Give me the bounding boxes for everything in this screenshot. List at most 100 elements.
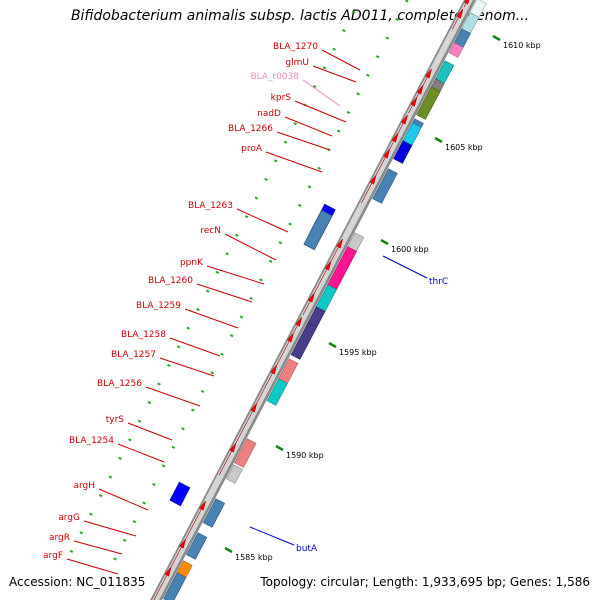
scale-label: 1600 kbp <box>391 245 429 254</box>
label-leader-line <box>265 151 323 173</box>
minor-tick <box>113 557 117 561</box>
minor-tick <box>98 494 103 498</box>
gene-labels[interactable]: BLA_1270 glmU BLA_t0038 kprS nadD BLA_1266pro… <box>43 42 448 561</box>
label-leader-line <box>83 520 137 537</box>
gene-label[interactable]: argR <box>49 533 70 543</box>
cog-box[interactable] <box>202 498 226 528</box>
gene-label[interactable]: BLA_1266 <box>228 124 273 134</box>
minor-tick <box>171 445 176 449</box>
gene-label[interactable]: BLA_1257 <box>111 350 156 360</box>
label-leader-line <box>276 131 331 151</box>
gene-label[interactable]: thrC <box>429 277 448 287</box>
scale-ticks: 1585 kbp 1590 kbp 1595 kbp 1600 kbp 1605 kbp… <box>69 0 541 562</box>
cog-box[interactable] <box>234 438 257 468</box>
reverse-cds[interactable] <box>303 209 333 251</box>
label-leader-line <box>236 208 289 233</box>
minor-tick <box>229 334 234 338</box>
major-tick <box>275 444 284 452</box>
minor-tick <box>268 259 273 263</box>
forward-cds-arrow[interactable] <box>408 96 418 114</box>
label-leader-line <box>294 100 347 123</box>
minor-tick <box>288 222 292 226</box>
forward-cds-arrow[interactable] <box>361 174 377 204</box>
cog-box[interactable] <box>266 378 288 406</box>
label-leader-line <box>249 526 295 546</box>
minor-tick <box>147 401 152 405</box>
gene-label[interactable]: BLA_1256 <box>97 379 142 389</box>
scale-label: 1595 kbp <box>339 348 377 357</box>
gene-label[interactable]: BLA_1270 <box>273 42 318 52</box>
minor-tick <box>152 482 156 487</box>
minor-tick <box>405 0 409 3</box>
gene-label[interactable]: BLA_1259 <box>136 301 181 311</box>
gene-label[interactable]: BLA_t0038 <box>251 72 300 82</box>
minor-tick <box>254 196 259 200</box>
gene-label[interactable]: argF <box>43 551 63 561</box>
label-leader-line <box>159 357 215 377</box>
gene-label[interactable]: glmU <box>285 58 309 68</box>
minor-tick <box>196 308 200 312</box>
minor-tick <box>205 289 210 293</box>
minor-tick <box>259 278 263 282</box>
minor-tick <box>332 47 336 51</box>
minor-tick <box>264 177 268 181</box>
minor-tick <box>128 438 132 442</box>
forward-cds-arrow[interactable] <box>218 442 237 476</box>
minor-tick <box>89 512 93 516</box>
gene-label[interactable]: tyrS <box>106 415 125 425</box>
forward-cds-arrow[interactable] <box>452 8 464 30</box>
gene-label[interactable]: nadD <box>257 109 281 119</box>
genome-summary-text: Topology: circular; Length: 1,933,695 bp… <box>260 575 590 589</box>
minor-tick <box>137 419 142 423</box>
gene-label[interactable]: argG <box>58 513 80 523</box>
minor-tick <box>161 464 166 468</box>
label-leader-line <box>196 283 253 303</box>
minor-tick <box>210 371 215 375</box>
cog-box[interactable] <box>393 140 413 164</box>
minor-tick <box>191 408 195 412</box>
minor-tick <box>79 531 83 535</box>
scale-label: 1590 kbp <box>286 451 324 460</box>
minor-tick <box>122 538 127 542</box>
cog-box[interactable] <box>290 322 318 360</box>
cog-box[interactable] <box>372 168 398 204</box>
minor-tick <box>220 352 224 356</box>
reverse-cds[interactable] <box>169 481 191 507</box>
gene-features[interactable] <box>152 0 487 600</box>
minor-tick <box>108 475 113 479</box>
cog-box[interactable] <box>448 42 464 58</box>
gene-label[interactable]: recN <box>200 226 221 236</box>
gene-label[interactable]: kprS <box>271 93 292 103</box>
gene-label[interactable]: BLA_1263 <box>188 201 233 211</box>
minor-tick <box>118 456 122 460</box>
cog-box[interactable] <box>186 532 208 560</box>
gene-label[interactable]: ppnK <box>180 258 204 268</box>
gene-label[interactable]: proA <box>241 144 263 154</box>
forward-cds-arrow[interactable] <box>152 566 172 600</box>
minor-tick <box>293 122 298 126</box>
gene-label[interactable]: argH <box>73 481 95 491</box>
gene-label[interactable]: BLA_1254 <box>69 436 114 446</box>
cog-box[interactable] <box>225 464 243 484</box>
label-leader-line <box>145 386 201 407</box>
minor-tick <box>298 203 302 208</box>
minor-tick <box>249 296 253 301</box>
gene-label[interactable]: BLA_1260 <box>148 276 193 286</box>
minor-tick <box>142 501 146 505</box>
accession-text: Accession: NC_011835 <box>9 575 146 589</box>
cog-box[interactable] <box>416 86 441 120</box>
gene-label[interactable]: BLA_1258 <box>121 330 166 340</box>
cog-box[interactable] <box>163 572 187 600</box>
label-leader-line <box>117 443 165 463</box>
minor-tick <box>225 252 229 256</box>
minor-tick <box>366 73 370 77</box>
scale-label: 1610 kbp <box>503 41 541 50</box>
minor-tick <box>69 549 74 553</box>
forward-cds-arrow[interactable] <box>302 292 315 316</box>
gene-label[interactable]: butA <box>296 544 318 554</box>
map-title: Bifidobacterium animalis subsp. lactis A… <box>70 8 530 24</box>
label-leader-line <box>127 422 173 441</box>
minor-tick <box>312 84 317 88</box>
forward-cds-arrow[interactable] <box>463 0 470 8</box>
